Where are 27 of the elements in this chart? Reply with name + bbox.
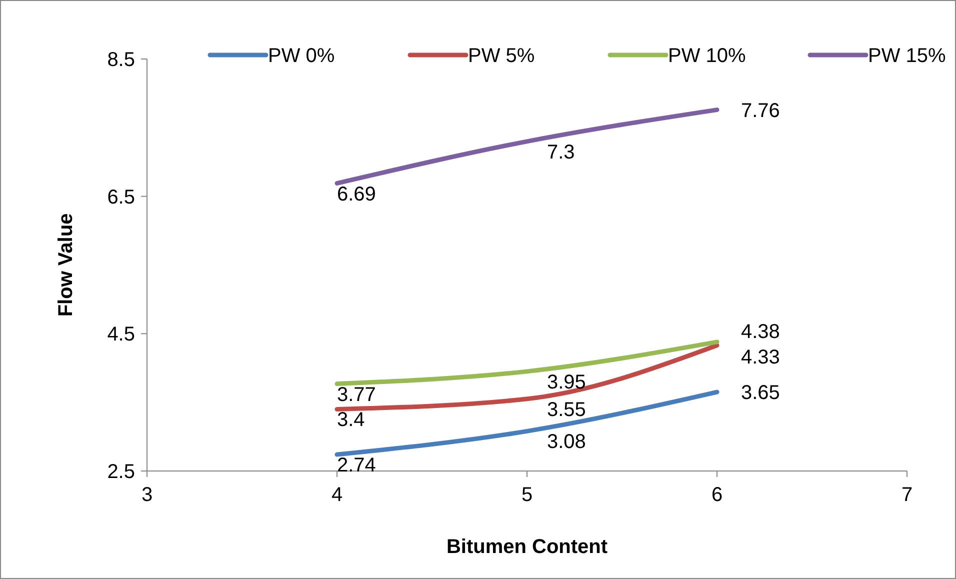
- data-label: 3.65: [741, 382, 780, 404]
- data-label: 3.77: [337, 384, 376, 406]
- data-label: 3.4: [337, 409, 365, 432]
- x-axis-title: Bitumen Content: [446, 536, 608, 558]
- data-label: 4.38: [741, 320, 780, 343]
- legend-label: PW 10%: [668, 45, 746, 67]
- data-label: 7.3: [547, 141, 575, 164]
- data-label: 3.95: [547, 371, 586, 394]
- y-tick-label: 8.5: [107, 49, 135, 71]
- data-label: 3.55: [547, 398, 586, 421]
- data-label: 2.74: [337, 454, 376, 477]
- legend-label: PW 15%: [868, 45, 946, 67]
- data-label: 6.69: [337, 183, 376, 206]
- y-axis-title: Flow Value: [55, 213, 77, 317]
- data-label: 7.76: [741, 100, 780, 122]
- legend-label: PW 5%: [468, 45, 535, 67]
- x-tick-label: 7: [901, 484, 913, 506]
- data-label: 3.08: [547, 431, 586, 454]
- y-tick-label: 4.5: [107, 324, 135, 346]
- y-tick-label: 2.5: [107, 461, 135, 483]
- legend-label: PW 0%: [268, 45, 335, 67]
- x-tick-label: 4: [331, 484, 343, 506]
- y-tick-label: 6.5: [107, 186, 135, 208]
- x-tick-label: 6: [711, 484, 723, 506]
- x-tick-label: 5: [521, 484, 533, 506]
- x-tick-label: 3: [141, 484, 153, 506]
- data-label: 4.33: [741, 346, 780, 368]
